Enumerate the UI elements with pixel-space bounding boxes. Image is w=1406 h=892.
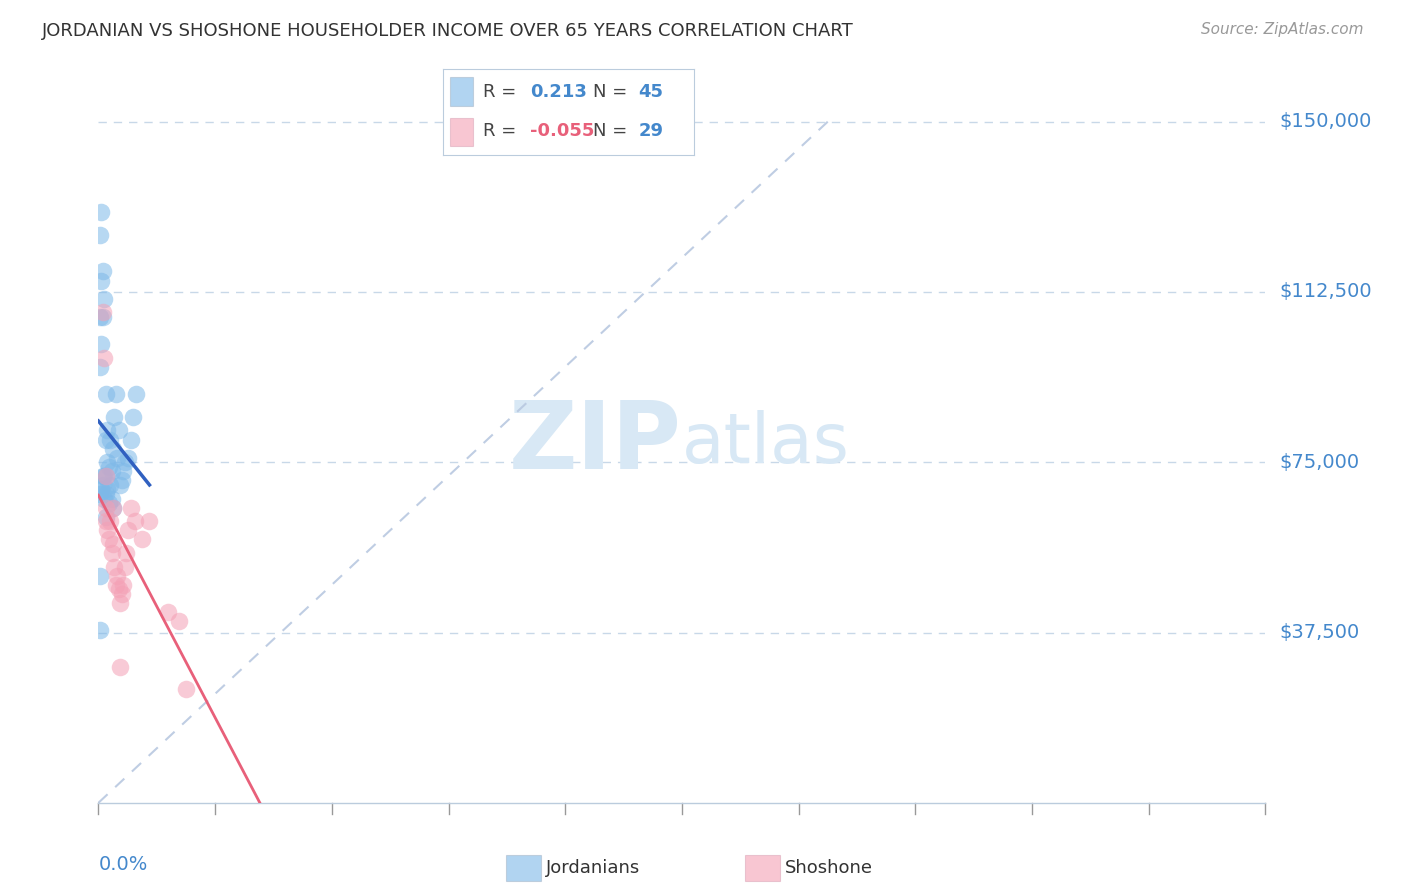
Point bbox=[103, 409, 125, 424]
Point bbox=[101, 442, 124, 456]
Point bbox=[101, 500, 124, 515]
Point bbox=[89, 568, 111, 582]
Point bbox=[94, 509, 117, 524]
Text: $37,500: $37,500 bbox=[1279, 623, 1360, 642]
Point bbox=[117, 524, 139, 538]
Point bbox=[174, 682, 197, 697]
Point bbox=[96, 524, 118, 538]
Point bbox=[96, 483, 118, 497]
Point bbox=[94, 514, 117, 528]
Point bbox=[94, 468, 117, 483]
Point bbox=[105, 450, 128, 465]
Point bbox=[91, 264, 114, 278]
Point bbox=[91, 305, 114, 319]
Point bbox=[114, 455, 136, 469]
Point bbox=[108, 424, 131, 438]
Point bbox=[89, 228, 111, 243]
Point bbox=[93, 468, 115, 483]
Point bbox=[103, 559, 125, 574]
Point bbox=[90, 337, 112, 351]
Point bbox=[89, 310, 111, 324]
Point bbox=[111, 474, 134, 488]
Point bbox=[101, 500, 124, 515]
Point bbox=[101, 537, 124, 551]
Point bbox=[89, 487, 111, 501]
Point bbox=[131, 533, 153, 547]
Point bbox=[97, 496, 120, 510]
Point bbox=[122, 409, 145, 424]
Point bbox=[89, 359, 111, 374]
Point bbox=[94, 500, 117, 515]
Point bbox=[111, 587, 134, 601]
Point bbox=[120, 500, 142, 515]
Point bbox=[97, 533, 120, 547]
Text: $75,000: $75,000 bbox=[1279, 453, 1360, 472]
Point bbox=[93, 491, 115, 506]
Point bbox=[98, 514, 121, 528]
Point bbox=[125, 387, 148, 401]
Point bbox=[138, 514, 160, 528]
Point bbox=[91, 478, 114, 492]
Point bbox=[100, 491, 122, 506]
Text: JORDANIAN VS SHOSHONE HOUSEHOLDER INCOME OVER 65 YEARS CORRELATION CHART: JORDANIAN VS SHOSHONE HOUSEHOLDER INCOME… bbox=[42, 22, 853, 40]
Point bbox=[94, 433, 117, 447]
Text: $150,000: $150,000 bbox=[1279, 112, 1372, 131]
Text: Jordanians: Jordanians bbox=[546, 859, 640, 877]
Text: $112,500: $112,500 bbox=[1279, 283, 1372, 301]
Point bbox=[94, 487, 117, 501]
Point bbox=[91, 310, 114, 324]
Point bbox=[110, 596, 132, 610]
Point bbox=[94, 468, 117, 483]
Text: 0.0%: 0.0% bbox=[98, 855, 148, 874]
Point bbox=[115, 546, 138, 560]
Point bbox=[157, 605, 180, 619]
Point bbox=[167, 614, 190, 628]
Point bbox=[94, 387, 117, 401]
Point bbox=[100, 546, 122, 560]
Text: Shoshone: Shoshone bbox=[785, 859, 873, 877]
Text: atlas: atlas bbox=[682, 409, 849, 476]
Point bbox=[120, 433, 142, 447]
Point bbox=[93, 292, 115, 306]
Point bbox=[93, 351, 115, 365]
Point bbox=[117, 450, 139, 465]
Point bbox=[124, 514, 146, 528]
Point bbox=[90, 274, 112, 288]
Point bbox=[104, 578, 127, 592]
Text: ZIP: ZIP bbox=[509, 397, 682, 489]
Point bbox=[98, 433, 121, 447]
Point bbox=[108, 582, 131, 597]
Point bbox=[104, 387, 127, 401]
Point bbox=[90, 483, 112, 497]
Point bbox=[91, 468, 114, 483]
Point bbox=[96, 424, 118, 438]
Point bbox=[112, 464, 135, 478]
Point bbox=[110, 659, 132, 673]
Point bbox=[112, 578, 135, 592]
Point bbox=[97, 459, 120, 474]
Point bbox=[96, 455, 118, 469]
Point bbox=[114, 559, 136, 574]
Point bbox=[89, 624, 111, 638]
Point bbox=[105, 568, 128, 582]
Point bbox=[110, 478, 132, 492]
Text: Source: ZipAtlas.com: Source: ZipAtlas.com bbox=[1201, 22, 1364, 37]
Point bbox=[98, 478, 121, 492]
Point bbox=[100, 464, 122, 478]
Point bbox=[90, 205, 112, 219]
